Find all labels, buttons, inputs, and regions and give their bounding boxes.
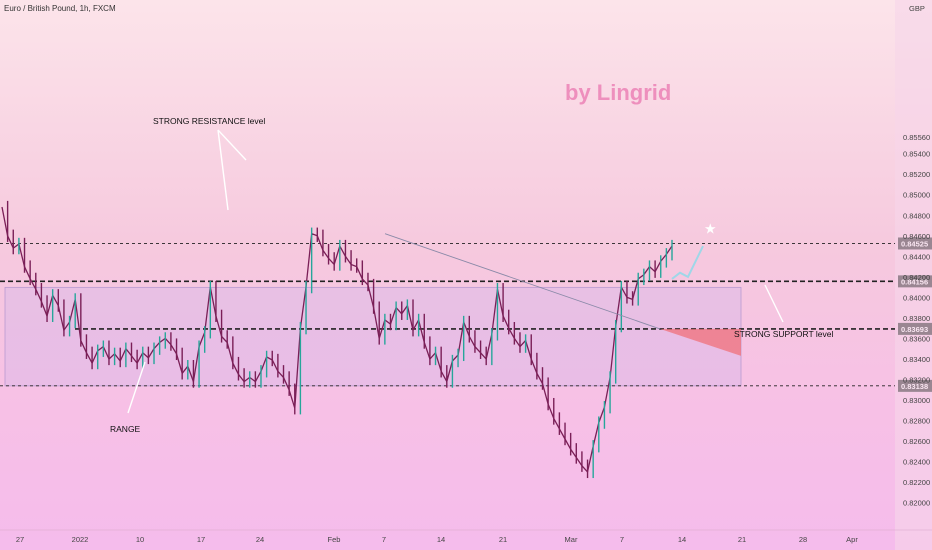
y-tick-label: 0.83200 [903, 375, 930, 384]
target-star: ★ [704, 221, 717, 237]
trend-line [384, 233, 661, 330]
y-tick-label: 0.85200 [903, 170, 930, 179]
range-label: RANGE [110, 424, 141, 434]
y-tick-label: 0.85000 [903, 191, 930, 200]
x-tick-label: 17 [197, 535, 205, 544]
x-tick-label: Feb [328, 535, 341, 544]
x-tick-label: 2022 [72, 535, 89, 544]
support-label: STRONG SUPPORT level [734, 329, 833, 339]
y-tick-label: 0.85400 [903, 150, 930, 159]
y-tick-label: 0.83400 [903, 355, 930, 364]
y-axis-bg [895, 0, 932, 550]
y-tick-label: 0.82400 [903, 458, 930, 467]
support-triangle [660, 328, 741, 356]
range-arrow [127, 361, 146, 414]
y-tick-label: 0.84600 [903, 232, 930, 241]
y-tick-label: 0.84800 [903, 211, 930, 220]
y-tick-label: 0.83600 [903, 334, 930, 343]
resistance-label: STRONG RESISTANCE level [153, 116, 265, 126]
x-tick-label: 28 [799, 535, 807, 544]
y-tick-label: 0.85560 [903, 133, 930, 142]
y-tick-label: 0.84400 [903, 252, 930, 261]
symbol-title: Euro / British Pound, 1h, FXCM [4, 4, 116, 13]
series-layer [1, 200, 673, 479]
x-tick-label: 14 [437, 535, 445, 544]
x-tick-label: 21 [738, 535, 746, 544]
price-line [1, 206, 673, 474]
y-tick-label: 0.82600 [903, 437, 930, 446]
x-tick-label: 21 [499, 535, 507, 544]
y-tick-label: 0.83000 [903, 396, 930, 405]
x-tick-label: 24 [256, 535, 264, 544]
y-tick-label: 0.82800 [903, 417, 930, 426]
x-tick-label: Mar [565, 535, 578, 544]
x-tick-label: 7 [382, 535, 386, 544]
currency-label: GBP [909, 4, 925, 13]
y-tick-label: 0.82000 [903, 499, 930, 508]
resistance-arrow-2 [217, 129, 229, 211]
x-tick-label: 10 [136, 535, 144, 544]
y-tick-label: 0.84000 [903, 293, 930, 302]
x-tick-label: 7 [620, 535, 624, 544]
y-tick-label: 0.82200 [903, 478, 930, 487]
x-tick-label: Apr [846, 535, 858, 544]
support-arrow [764, 284, 784, 323]
x-tick-label: 27 [16, 535, 24, 544]
resistance-arrow [217, 129, 247, 161]
target-path [671, 245, 704, 280]
y-tick-label: 0.84200 [903, 273, 930, 282]
y-tick-label: 0.83800 [903, 314, 930, 323]
x-tick-label: 14 [678, 535, 686, 544]
annotation-layer: ★ STRONG RESISTANCE level STRONG SUPPORT l… [110, 116, 833, 434]
watermark-text: by Lingrid [565, 80, 671, 105]
